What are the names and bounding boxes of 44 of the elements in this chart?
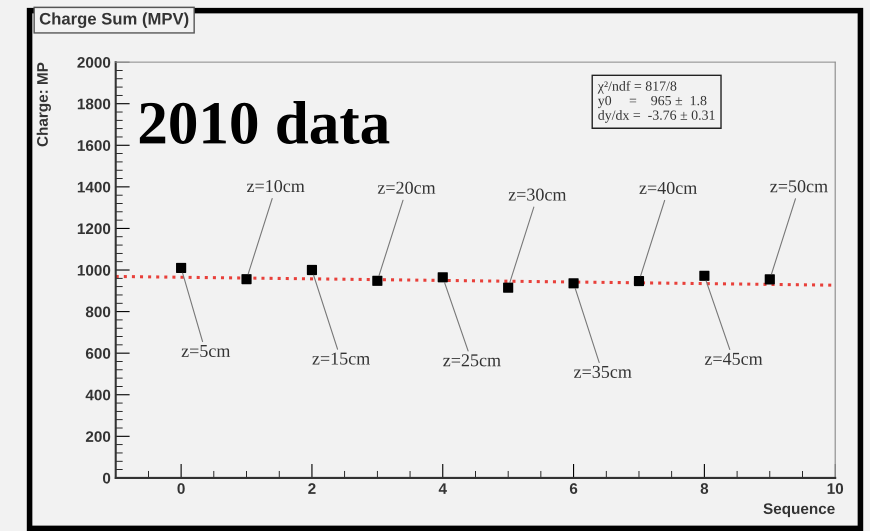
y-tick-label: 600: [86, 348, 110, 359]
y-tick-label: 1400: [78, 182, 110, 193]
y-axis-title: Charge: MP: [36, 62, 51, 146]
y-tick-label: 1600: [78, 140, 110, 151]
annotation: z=20cm: [378, 182, 436, 194]
x-tick-label: 2: [308, 483, 316, 494]
annotation: 2010 data: [140, 100, 390, 144]
y-tick-label: 1800: [78, 98, 110, 110]
point: [306, 264, 318, 276]
annotation: z=45cm: [704, 352, 762, 365]
point: [176, 262, 186, 274]
annotation: y0 = 965 ± 1.8: [598, 96, 706, 108]
x-tick-label: 6: [570, 483, 578, 494]
annotation: z=50cm: [770, 180, 828, 192]
y-tick-label: 2000: [77, 56, 110, 68]
x-tick-label: 8: [700, 483, 708, 494]
annotation: z=35cm: [574, 366, 632, 378]
y-tick-label: 800: [86, 306, 110, 318]
point: [438, 272, 448, 282]
annotation: z=40cm: [639, 182, 698, 194]
point: [241, 274, 252, 284]
point: [372, 276, 382, 286]
point: [764, 274, 775, 284]
x-tick-label: 0: [177, 483, 185, 494]
annotation: z=25cm: [443, 354, 501, 366]
annotation: z=30cm: [508, 188, 566, 201]
point: [699, 270, 710, 281]
y-tick-label: 400: [86, 390, 110, 400]
annotation: z=15cm: [312, 352, 370, 365]
x-axis-title: Sequence: [763, 503, 835, 518]
annotation: χ²/ndf = 817/8: [598, 80, 676, 94]
annotation: dy/dx = -3.76 ± 0.31: [598, 110, 715, 123]
point: [568, 278, 579, 288]
annotation: z=10cm: [247, 180, 305, 192]
x-tick-label: 4: [438, 483, 447, 494]
point: [503, 282, 514, 293]
x-tick-label: 10: [828, 483, 844, 494]
point: [634, 276, 644, 286]
y-tick-label: 0: [102, 472, 110, 484]
y-tick-label: 1200: [78, 223, 110, 234]
y-tick-label: 1000: [78, 264, 110, 276]
annotation: z=5cm: [182, 345, 230, 358]
y-tick-label: 200: [86, 431, 110, 442]
chart-title: Charge Sum (MPV): [40, 12, 188, 28]
